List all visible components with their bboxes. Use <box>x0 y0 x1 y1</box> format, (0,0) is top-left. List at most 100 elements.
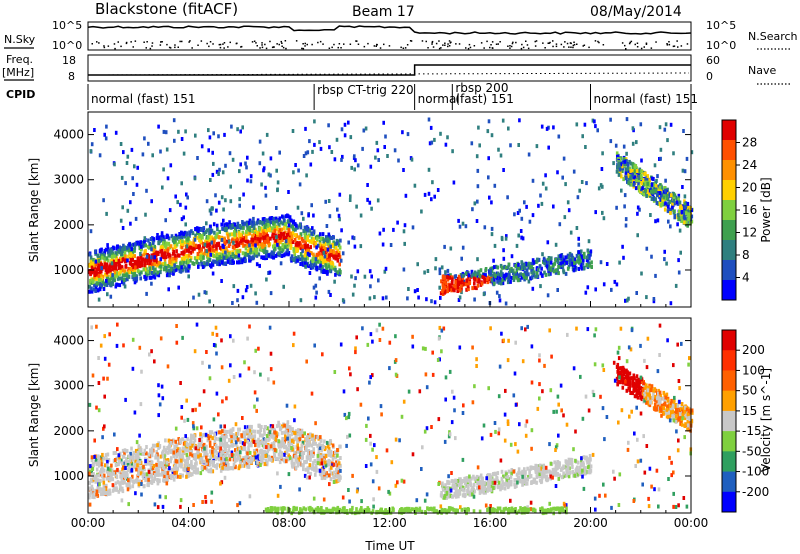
power-cell <box>339 238 342 243</box>
power-cell <box>541 273 544 278</box>
power-cell <box>614 143 618 148</box>
power-cell <box>215 245 218 250</box>
colorbar-segment <box>722 180 736 201</box>
power-cell <box>200 262 204 267</box>
velocity-cell <box>211 453 214 458</box>
velocity-cell <box>247 442 251 447</box>
velocity-cell <box>285 456 288 461</box>
power-cell <box>118 276 121 281</box>
velocity-cell <box>134 455 138 460</box>
power-cell <box>308 139 311 144</box>
power-cell <box>621 169 624 174</box>
power-cell <box>185 231 189 236</box>
power-cell <box>297 241 301 246</box>
power-cell <box>294 246 297 251</box>
power-cell <box>465 287 468 292</box>
power-cell <box>224 255 228 260</box>
power-cell <box>264 185 267 190</box>
velocity-cell <box>252 449 256 453</box>
power-cell <box>117 266 121 271</box>
power-cell <box>185 192 188 197</box>
power-cell <box>191 247 194 252</box>
power-cell <box>121 205 124 210</box>
power-cell <box>401 130 404 135</box>
power-cell <box>680 206 683 211</box>
power-cell <box>267 271 270 275</box>
power-cell <box>115 282 118 287</box>
power-cell <box>622 144 626 149</box>
nsearch-point <box>636 46 639 48</box>
power-cell <box>561 175 564 180</box>
power-cell <box>439 291 443 296</box>
nsearch-point <box>489 46 491 49</box>
power-cell <box>197 254 201 259</box>
velocity-cell <box>215 465 219 470</box>
power-cell <box>544 173 547 178</box>
power-cell <box>196 235 200 240</box>
power-cell <box>438 267 442 272</box>
velocity-cell <box>143 467 146 472</box>
velocity-cell <box>145 458 149 463</box>
velocity-cell <box>107 491 110 496</box>
power-cell <box>547 264 551 269</box>
power-cell <box>132 277 136 282</box>
velocity-cell <box>227 453 231 458</box>
power-cell <box>291 129 295 133</box>
power-cell <box>257 244 261 249</box>
power-cell <box>267 172 271 177</box>
velocity-cell <box>327 452 331 457</box>
power-cell <box>326 241 330 246</box>
velocity-cell <box>222 462 226 467</box>
power-cell <box>623 159 627 164</box>
velocity-cell <box>114 463 118 467</box>
nsearch-point <box>367 42 369 45</box>
power-cell <box>199 239 203 243</box>
power-cell <box>355 204 358 209</box>
power-cell <box>613 279 617 284</box>
power-cell <box>262 231 265 236</box>
power-cell <box>441 289 444 293</box>
nsearch-point <box>490 44 492 46</box>
power-cell <box>521 236 525 241</box>
power-cell <box>123 245 127 250</box>
power-cell <box>353 283 356 288</box>
power-cell <box>517 266 520 271</box>
velocity-cell <box>126 487 130 492</box>
power-cell <box>280 238 283 243</box>
power-cell <box>500 235 504 240</box>
power-cell <box>666 138 669 143</box>
velocity-cell <box>144 476 148 481</box>
power-cell <box>520 275 524 280</box>
nsearch-point <box>174 44 176 46</box>
power-cell <box>384 134 387 139</box>
power-cell <box>241 220 244 224</box>
power-cell <box>105 211 108 216</box>
power-cell <box>652 297 656 301</box>
power-cell <box>575 253 579 258</box>
power-cell <box>312 237 315 242</box>
power-cell <box>314 283 318 288</box>
power-cell <box>536 257 539 262</box>
nsearch-point <box>227 46 229 48</box>
power-cell <box>381 242 385 247</box>
power-cell <box>507 278 510 283</box>
power-cell <box>327 254 330 259</box>
power-cell <box>315 265 318 270</box>
power-cell <box>609 117 612 122</box>
power-cell <box>646 191 650 196</box>
power-cell <box>578 260 581 265</box>
power-cell <box>313 256 316 261</box>
power-cell <box>329 244 332 249</box>
velocity-cell <box>187 470 191 475</box>
power-cell <box>214 193 217 198</box>
power-cell <box>254 291 257 296</box>
power-cell <box>475 277 478 282</box>
velocity-cell <box>142 452 146 457</box>
power-cell <box>302 154 306 158</box>
power-cell <box>203 261 206 266</box>
power-cell <box>625 159 628 164</box>
power-cell <box>528 265 532 270</box>
power-cell <box>100 282 103 287</box>
freq-trace <box>88 64 691 76</box>
power-cell <box>618 157 622 162</box>
